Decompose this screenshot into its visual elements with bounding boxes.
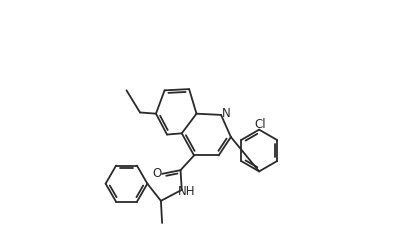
Text: Cl: Cl	[254, 118, 266, 131]
Text: N: N	[222, 107, 230, 120]
Text: NH: NH	[178, 185, 195, 198]
Text: O: O	[152, 167, 162, 180]
